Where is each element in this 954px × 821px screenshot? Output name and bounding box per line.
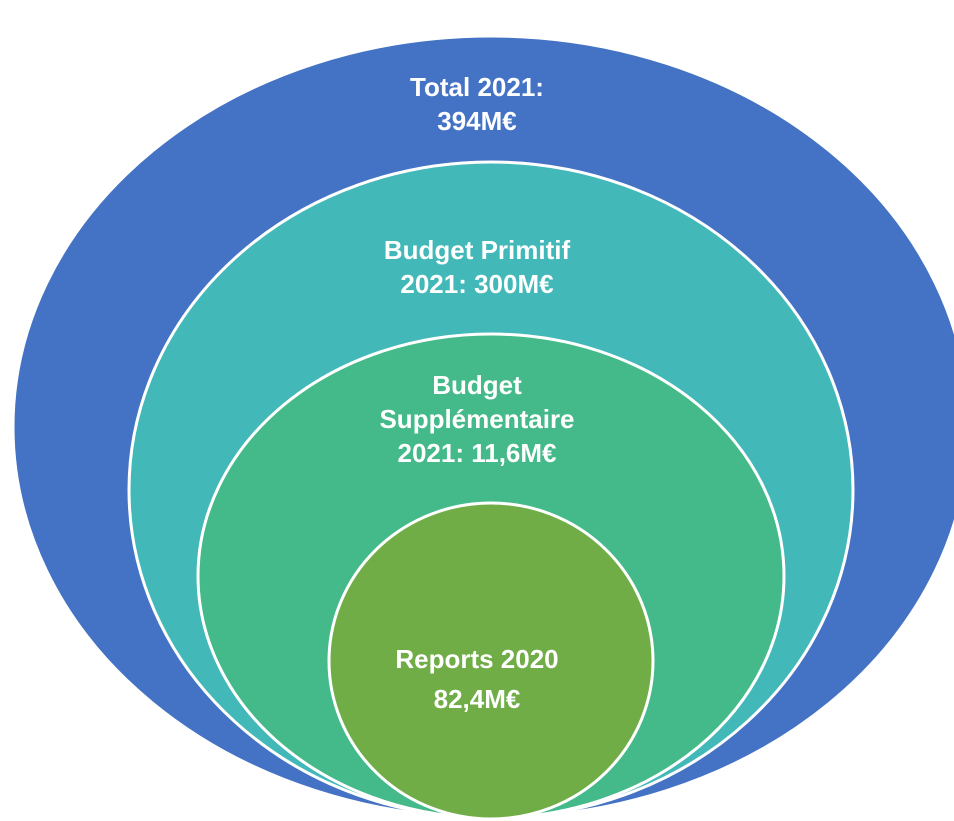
ellipse-reports — [327, 501, 655, 821]
label-budget-supplementaire: Budget Supplémentaire 2021: 11,6M€ — [327, 368, 627, 470]
label-reports-line-1: Reports 2020 — [395, 644, 559, 674]
label-budget-supplementaire-line-3: 2021: 11,6M€ — [397, 438, 557, 468]
label-budget-primitif: Budget Primitif 2021: 300M€ — [327, 233, 627, 301]
label-budget-supplementaire-line-2: Supplémentaire — [379, 404, 575, 434]
label-budget-primitif-line-1: Budget Primitif — [383, 235, 571, 265]
label-budget-supplementaire-line-1: Budget — [432, 370, 522, 400]
label-total-line-1: Total 2021: — [410, 72, 544, 102]
label-reports-line-2: 82,4M€ — [433, 684, 521, 714]
label-total-2021: Total 2021: 394M€ — [327, 70, 627, 138]
label-reports-2020: Reports 2020 82,4M€ — [347, 639, 607, 719]
label-budget-primitif-line-2: 2021: 300M€ — [400, 269, 554, 299]
label-total-line-2: 394M€ — [437, 106, 517, 136]
